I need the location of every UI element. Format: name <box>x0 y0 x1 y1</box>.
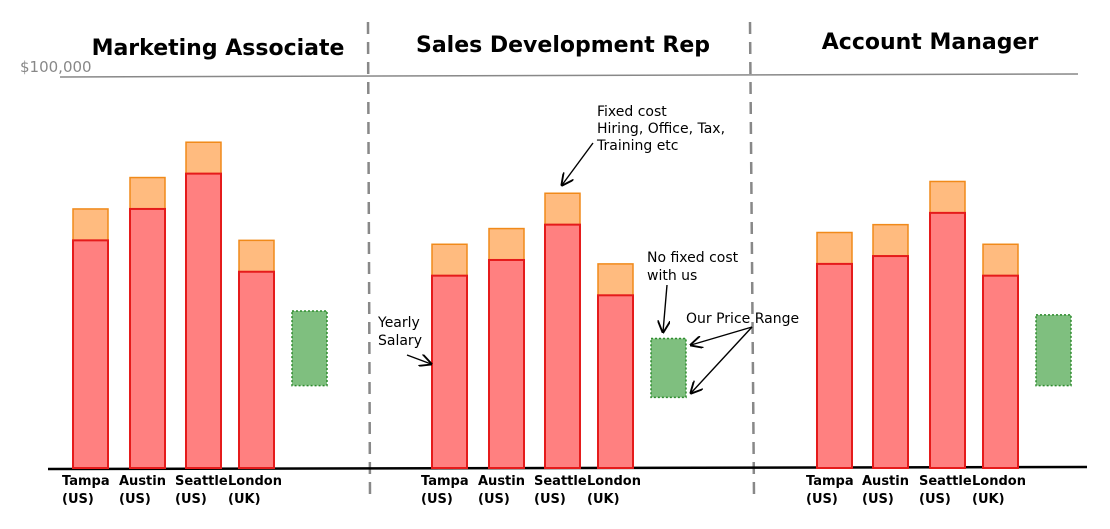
annotation-fixed-cost: Fixed cost Hiring, Office, Tax, Training… <box>562 104 725 185</box>
panel-divider-1 <box>366 21 372 498</box>
annotation-our-price-range: Our Price Range <box>686 311 799 393</box>
salary-bar <box>929 211 966 469</box>
annotation-no-fixed-cost-line-1: No fixed cost <box>647 250 739 266</box>
fixed-cost-bar <box>488 227 525 261</box>
salary-bar <box>597 294 634 469</box>
category-label: Austin <box>119 474 166 489</box>
price-range-bar <box>650 337 687 399</box>
salary-bar <box>238 270 275 469</box>
category-label: London <box>972 474 1026 489</box>
annotation-no-fixed-cost: No fixed cost with us <box>647 250 739 332</box>
price-range-bar <box>291 310 328 387</box>
fixed-cost-bar <box>238 239 275 273</box>
panel-title-sales-development-rep: Sales Development Rep <box>416 33 710 58</box>
fixed-cost-bar <box>929 180 966 214</box>
salary-bar <box>129 207 166 469</box>
salary-bar <box>431 274 468 469</box>
category-sublabel: (UK) <box>972 492 1005 507</box>
annotation-yearly-salary: Yearly Salary <box>377 315 431 364</box>
annotation-no-fixed-cost-line-2: with us <box>647 268 697 284</box>
salary-bar <box>982 274 1019 469</box>
fixed-cost-bar <box>544 192 581 226</box>
category-label: Tampa <box>62 474 110 489</box>
category-sublabel: (US) <box>919 492 951 507</box>
panel-title-account-manager: Account Manager <box>822 30 1039 55</box>
category-sublabel: (US) <box>534 492 566 507</box>
annotation-fixed-cost-line-2: Hiring, Office, Tax, <box>597 121 725 137</box>
category-sublabel: (US) <box>806 492 838 507</box>
salary-bar <box>72 239 109 469</box>
category-sublabel: (US) <box>421 492 453 507</box>
category-sublabel: (UK) <box>587 492 620 507</box>
fixed-cost-bar <box>982 243 1019 277</box>
price-range-bar <box>1035 314 1072 387</box>
category-label: London <box>228 474 282 489</box>
category-label: Austin <box>862 474 909 489</box>
tick-labels-layer: Tampa (US) Austin (US) Seattle (US) London (UK)… <box>62 474 1026 507</box>
category-sublabel: (US) <box>862 492 894 507</box>
reference-line <box>59 73 1079 78</box>
category-label: Seattle <box>175 474 228 489</box>
category-sublabel: (US) <box>175 492 207 507</box>
annotation-fixed-cost-arrow <box>562 142 594 185</box>
panel-title-marketing-associate: Marketing Associate <box>92 36 345 61</box>
annotation-yearly-salary-line-2: Salary <box>378 333 422 349</box>
fixed-cost-bar <box>72 208 109 242</box>
category-sublabel: (UK) <box>228 492 261 507</box>
annotation-our-price-range-label: Our Price Range <box>686 311 799 327</box>
annotation-price-range-arrow-1 <box>691 326 753 345</box>
salary-bar <box>872 255 909 469</box>
annotation-yearly-salary-line-1: Yearly <box>377 315 420 331</box>
bars-layer <box>72 141 1072 469</box>
category-sublabel: (US) <box>119 492 151 507</box>
fixed-cost-bar <box>816 231 853 265</box>
fixed-cost-bar <box>129 176 166 210</box>
fixed-cost-bar <box>872 223 909 257</box>
category-label: Seattle <box>534 474 587 489</box>
category-sublabel: (US) <box>62 492 94 507</box>
annotation-price-range-arrow-2 <box>691 326 753 393</box>
category-label: London <box>587 474 641 489</box>
salary-bar <box>185 172 222 469</box>
fixed-cost-bar <box>431 243 468 277</box>
annotation-no-fixed-cost-arrow <box>663 284 667 332</box>
fixed-cost-bar <box>597 263 634 297</box>
panel-divider-2 <box>748 21 756 498</box>
salary-bar <box>488 258 525 469</box>
category-label: Tampa <box>421 474 469 489</box>
annotation-fixed-cost-line-1: Fixed cost <box>597 104 667 120</box>
annotation-yearly-salary-arrow <box>406 355 431 364</box>
reference-line-label: $100,000 <box>20 58 92 76</box>
annotation-fixed-cost-line-3: Training etc <box>596 138 679 154</box>
salary-bar <box>816 262 853 469</box>
category-sublabel: (US) <box>478 492 510 507</box>
category-label: Austin <box>478 474 525 489</box>
category-label: Seattle <box>919 474 972 489</box>
category-label: Tampa <box>806 474 854 489</box>
fixed-cost-bar <box>185 141 222 175</box>
salary-bar <box>544 223 581 469</box>
